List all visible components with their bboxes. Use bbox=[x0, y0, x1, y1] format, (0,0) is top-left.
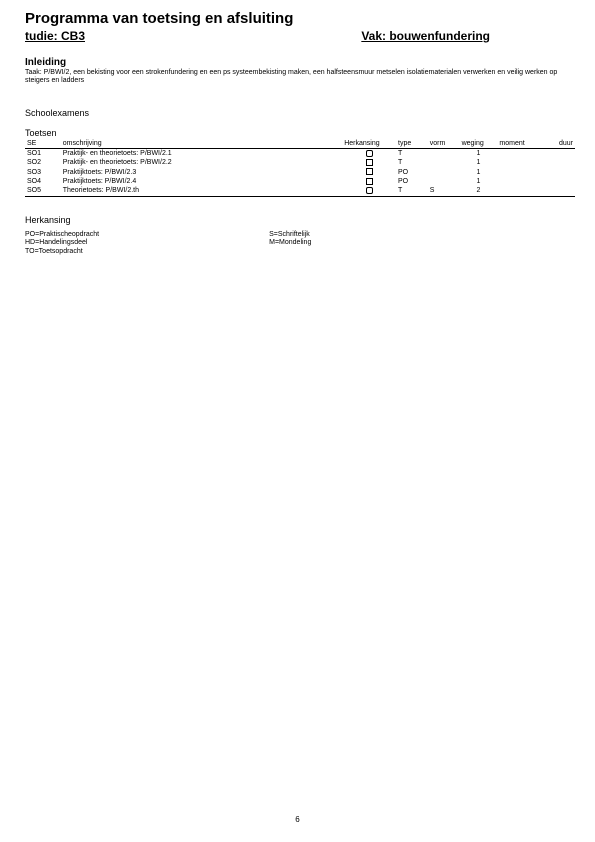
table-row: SO4Praktijktoets: P/BWI/2.4 PO 1 bbox=[25, 177, 575, 186]
cell-duur bbox=[541, 186, 575, 196]
cell-omschrijving: Praktijk- en theorietoets: P/BWI/2.2 bbox=[61, 158, 342, 167]
cell-weging: 1 bbox=[460, 148, 498, 158]
checkbox-icon bbox=[366, 178, 373, 185]
legend-left: PO=PraktischeopdrachtHD=HandelingsdeelTO… bbox=[25, 231, 99, 257]
cell-omschrijving: Theorietoets: P/BWI/2.th bbox=[61, 186, 342, 196]
cell-type: PO bbox=[396, 177, 428, 186]
cell-se: SO4 bbox=[25, 177, 61, 186]
cell-type: PO bbox=[396, 167, 428, 176]
col-se: SE bbox=[25, 139, 61, 149]
cell-duur bbox=[541, 148, 575, 158]
col-weging: weging bbox=[460, 139, 498, 149]
cell-moment bbox=[497, 177, 541, 186]
cell-weging: 1 bbox=[460, 158, 498, 167]
cell-omschrijving: Praktijktoets: P/BWI/2.4 bbox=[61, 177, 342, 186]
cell-moment bbox=[497, 158, 541, 167]
checkbox-icon bbox=[366, 187, 373, 194]
cell-vorm: S bbox=[428, 186, 460, 196]
checkbox-icon bbox=[366, 150, 373, 157]
cell-type: T bbox=[396, 148, 428, 158]
cell-se: SO3 bbox=[25, 167, 61, 176]
page-number: 6 bbox=[0, 815, 595, 824]
col-herkansing: Herkansing bbox=[342, 139, 396, 149]
legend-right: S=SchriftelijkM=Mondeling bbox=[269, 231, 311, 257]
cell-moment bbox=[497, 148, 541, 158]
cell-herkansing bbox=[342, 158, 396, 167]
page-title: Programma van toetsing en afsluiting bbox=[25, 10, 575, 27]
cell-herkansing bbox=[342, 186, 396, 196]
cell-moment bbox=[497, 167, 541, 176]
cell-vorm bbox=[428, 158, 460, 167]
studie-label: tudie: CB3 bbox=[25, 29, 85, 43]
col-vorm: vorm bbox=[428, 139, 460, 149]
toetsen-table: SE omschrijving Herkansing type vorm weg… bbox=[25, 139, 575, 197]
toetsen-heading: Toetsen bbox=[25, 128, 575, 138]
cell-weging: 1 bbox=[460, 167, 498, 176]
cell-moment bbox=[497, 186, 541, 196]
cell-vorm bbox=[428, 167, 460, 176]
cell-weging: 1 bbox=[460, 177, 498, 186]
col-moment: moment bbox=[497, 139, 541, 149]
col-omschrijving: omschrijving bbox=[61, 139, 342, 149]
cell-vorm bbox=[428, 177, 460, 186]
cell-weging: 2 bbox=[460, 186, 498, 196]
table-row: SO2Praktijk- en theorietoets: P/BWI/2.2 T… bbox=[25, 158, 575, 167]
cell-se: SO5 bbox=[25, 186, 61, 196]
cell-se: SO2 bbox=[25, 158, 61, 167]
cell-duur bbox=[541, 167, 575, 176]
schoolexamens-heading: Schoolexamens bbox=[25, 108, 575, 118]
col-type: type bbox=[396, 139, 428, 149]
cell-se: SO1 bbox=[25, 148, 61, 158]
cell-duur bbox=[541, 177, 575, 186]
cell-herkansing bbox=[342, 177, 396, 186]
table-row: SO1Praktijk- en theorietoets: P/BWI/2.1 T… bbox=[25, 148, 575, 158]
cell-duur bbox=[541, 158, 575, 167]
herkansing-heading: Herkansing bbox=[25, 215, 575, 225]
checkbox-icon bbox=[366, 168, 373, 175]
vak-label: Vak: bouwenfundering bbox=[361, 29, 490, 43]
checkbox-icon bbox=[366, 159, 373, 166]
cell-type: T bbox=[396, 186, 428, 196]
inleiding-body: Taak: P/BWI/2, een bekisting voor een st… bbox=[25, 69, 575, 86]
table-row: SO5Theorietoets: P/BWI/2.th TS2 bbox=[25, 186, 575, 196]
cell-vorm bbox=[428, 148, 460, 158]
cell-omschrijving: Praktijktoets: P/BWI/2.3 bbox=[61, 167, 342, 176]
cell-type: T bbox=[396, 158, 428, 167]
col-duur: duur bbox=[541, 139, 575, 149]
cell-omschrijving: Praktijk- en theorietoets: P/BWI/2.1 bbox=[61, 148, 342, 158]
table-row: SO3Praktijktoets: P/BWI/2.3 PO 1 bbox=[25, 167, 575, 176]
cell-herkansing bbox=[342, 148, 396, 158]
legend: PO=PraktischeopdrachtHD=HandelingsdeelTO… bbox=[25, 231, 575, 257]
cell-herkansing bbox=[342, 167, 396, 176]
inleiding-heading: Inleiding bbox=[25, 57, 575, 68]
table-header-row: SE omschrijving Herkansing type vorm weg… bbox=[25, 139, 575, 149]
